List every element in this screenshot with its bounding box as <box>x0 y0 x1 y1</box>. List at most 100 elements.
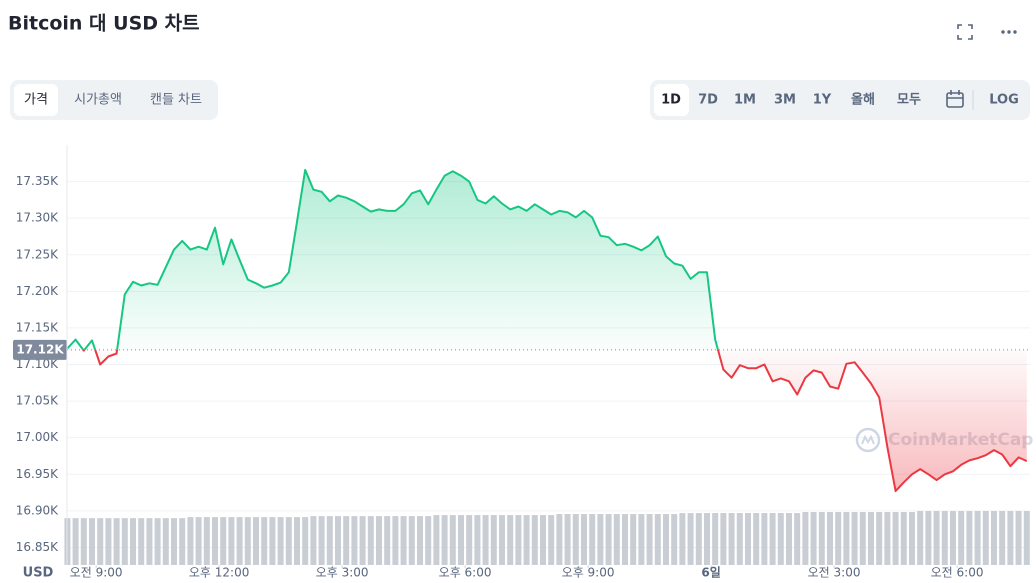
volume-bar <box>449 515 456 565</box>
watermark-circle <box>855 427 881 453</box>
volume-bar <box>958 511 965 565</box>
volume-bar <box>80 518 87 565</box>
volume-bar <box>203 517 210 565</box>
volume-bar <box>269 517 276 565</box>
volume-bar <box>769 513 776 565</box>
volume-bar <box>294 517 301 565</box>
volume-bar <box>646 514 653 565</box>
volume-bar <box>130 518 137 565</box>
volume-bar <box>318 516 325 565</box>
volume-bar <box>810 512 817 565</box>
x-tick-label: 오후 6:00 <box>439 566 492 580</box>
volume-bar <box>154 518 161 565</box>
volume-bar <box>744 513 751 565</box>
volume-bar <box>917 511 924 565</box>
volume-bar <box>187 517 194 565</box>
volume-bar <box>367 516 374 565</box>
volume-bar <box>121 518 128 565</box>
volume-bar <box>974 511 981 565</box>
volume-bar <box>105 518 112 565</box>
volume-bar <box>433 515 440 565</box>
volume-bar <box>285 517 292 565</box>
watermark-glyph <box>861 434 875 445</box>
more-icon[interactable] <box>1001 30 1017 34</box>
volume-bar <box>859 512 866 565</box>
volume-bar <box>400 516 407 565</box>
volume-bar <box>818 512 825 565</box>
range-button[interactable]: 1Y <box>813 93 832 108</box>
volume-bar <box>621 514 628 565</box>
volume-bar <box>408 516 415 565</box>
volume-bar <box>548 515 555 565</box>
volume-bar <box>630 514 637 565</box>
volume-bar <box>113 518 120 565</box>
volume-bar <box>89 518 96 565</box>
volume-bar <box>720 513 727 565</box>
range-button[interactable]: 1M <box>734 93 756 108</box>
price-line <box>66 168 1028 493</box>
volume-bar <box>638 514 645 565</box>
volume-bar <box>162 518 169 565</box>
range-button[interactable]: 올해 <box>851 92 875 108</box>
volume-bar <box>351 516 358 565</box>
volume-bar <box>777 513 784 565</box>
volume-bar <box>703 513 710 565</box>
y-tick-label: 16.90K <box>16 503 59 517</box>
tab[interactable]: 가격 <box>24 93 48 108</box>
x-tick-label: 오후 12:00 <box>189 566 249 580</box>
volume-bar <box>425 516 432 565</box>
watermark-logo <box>855 427 881 453</box>
volume-bar <box>662 514 669 565</box>
y-tick-label: 17.20K <box>16 284 59 298</box>
volume-bar <box>990 511 997 565</box>
y-tick-label: 17.00K <box>16 430 59 444</box>
y-tick-label: 17.30K <box>16 211 59 225</box>
volume-bar <box>474 515 481 565</box>
volume-bar <box>753 513 760 565</box>
volume-bar <box>343 516 350 565</box>
volume-bar <box>253 517 260 565</box>
range-active-bg <box>654 84 689 116</box>
volume-bar <box>835 512 842 565</box>
tab[interactable]: 시가총액 <box>74 93 122 108</box>
volume-bar <box>498 515 505 565</box>
volume-bar <box>695 513 702 565</box>
plot-area: 16.85K16.90K16.95K17.00K17.05K17.10K17.1… <box>13 168 1033 580</box>
range-button[interactable]: 3M <box>774 93 796 108</box>
volume-bar <box>416 516 423 565</box>
range-button[interactable]: 7D <box>698 93 718 108</box>
fullscreen-icon[interactable] <box>957 24 973 40</box>
log-button[interactable]: LOG <box>989 93 1019 108</box>
range-button[interactable]: 모두 <box>897 93 921 108</box>
volume-bar <box>933 511 940 565</box>
volume-bar <box>941 511 948 565</box>
volume-bar <box>761 513 768 565</box>
volume-bar <box>589 514 596 565</box>
calendar-icon[interactable] <box>946 90 964 108</box>
fullscreen-glyph <box>957 24 973 40</box>
range-button[interactable]: 1D <box>661 93 681 108</box>
x-tick-label: 오후 9:00 <box>562 566 615 580</box>
y-tick-label: 17.15K <box>16 320 59 334</box>
dot <box>1013 30 1017 34</box>
volume-bar <box>490 515 497 565</box>
tab[interactable]: 캔들 차트 <box>150 93 202 108</box>
volume-bar <box>884 512 891 565</box>
volume-bar <box>728 513 735 565</box>
reference-label-bg <box>13 339 67 360</box>
volume-bar <box>1023 511 1030 565</box>
volume-bar <box>244 517 251 565</box>
volume-bar <box>572 514 579 565</box>
volume-bar <box>310 516 317 565</box>
volume-bar <box>613 514 620 565</box>
volume-bar <box>687 513 694 565</box>
dot <box>1007 30 1011 34</box>
volume-bar <box>515 515 522 565</box>
volume-bar <box>138 518 145 565</box>
volume-bar <box>531 515 538 565</box>
x-tick-label: 오전 6:00 <box>931 566 984 580</box>
y-axis-unit: USD <box>23 566 54 581</box>
volume-bar <box>736 513 743 565</box>
volume-bar <box>925 511 932 565</box>
volume-bar <box>605 514 612 565</box>
